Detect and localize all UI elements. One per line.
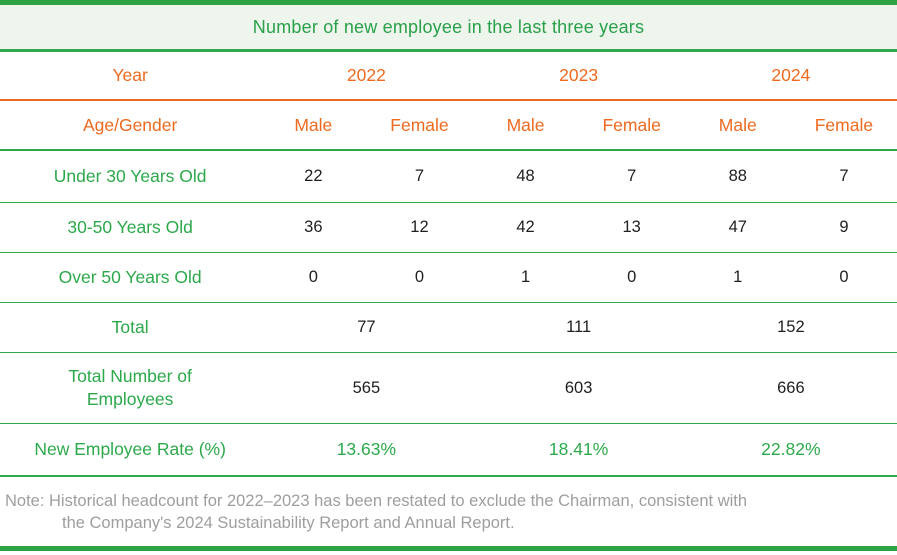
table-cell: 603 [472, 352, 685, 424]
table-cell: 0 [260, 252, 367, 303]
table-cell: 47 [684, 202, 791, 253]
table-cell: 36 [260, 202, 367, 253]
table-cell: 565 [260, 352, 473, 424]
year-header-row: Year 2022 2023 2024 [0, 52, 897, 101]
gender-header-female-2024: Female [790, 100, 897, 151]
table-cell: 7 [578, 150, 685, 203]
table-cell: 22.82% [684, 423, 897, 477]
table-cell: 111 [472, 302, 685, 353]
table-cell: 0 [578, 252, 685, 303]
footnote: Note: Historical headcount for 2022–2023… [0, 477, 897, 546]
gender-header-row: Age/Gender Male Female Male Female Male … [0, 100, 897, 151]
year-header-2022: 2022 [260, 52, 473, 101]
table-row-total: Total 77 111 152 [0, 302, 897, 353]
table-cell: 88 [684, 150, 791, 203]
table-row-over-50: Over 50 Years Old 0 0 1 0 1 0 [0, 252, 897, 303]
table-cell: 7 [366, 150, 473, 203]
title-bar: Number of new employee in the last three… [0, 5, 897, 52]
row-label: 30-50 Years Old [0, 202, 261, 253]
gender-header-male-2022: Male [260, 100, 367, 151]
table-cell: 1 [472, 252, 579, 303]
table-row-under-30: Under 30 Years Old 22 7 48 7 88 7 [0, 150, 897, 203]
table-cell: 48 [472, 150, 579, 203]
table-row-30-50: 30-50 Years Old 36 12 42 13 47 9 [0, 202, 897, 253]
table-cell: 0 [790, 252, 897, 303]
gender-header-female-2022: Female [366, 100, 473, 151]
year-header-2024: 2024 [684, 52, 897, 101]
table-cell: 1 [684, 252, 791, 303]
table-cell: 13.63% [260, 423, 473, 477]
gender-header-female-2023: Female [578, 100, 685, 151]
gender-header-male-2023: Male [472, 100, 579, 151]
table-cell: 77 [260, 302, 473, 353]
top-accent-bar [0, 0, 897, 5]
employee-table: Year 2022 2023 2024 Age/Gender Male Fema… [0, 52, 897, 477]
table-row-new-employee-rate: New Employee Rate (%) 13.63% 18.41% 22.8… [0, 423, 897, 477]
table-cell: 13 [578, 202, 685, 253]
table-cell: 42 [472, 202, 579, 253]
table-cell: 0 [366, 252, 473, 303]
row-label: Over 50 Years Old [0, 252, 261, 303]
row-label: New Employee Rate (%) [0, 423, 261, 477]
year-header-2023: 2023 [472, 52, 685, 101]
footnote-line-2: the Company's 2024 Sustainability Report… [62, 514, 515, 532]
gender-header-male-2024: Male [684, 100, 791, 151]
table-cell: 12 [366, 202, 473, 253]
table-cell: 152 [684, 302, 897, 353]
age-gender-header-label: Age/Gender [0, 100, 261, 151]
row-label: Under 30 Years Old [0, 150, 261, 203]
year-header-label: Year [0, 52, 261, 101]
table-cell: 666 [684, 352, 897, 424]
table-cell: 22 [260, 150, 367, 203]
table-cell: 9 [790, 202, 897, 253]
page-title: Number of new employee in the last three… [252, 16, 645, 37]
row-label: Total Number of Employees [0, 352, 261, 424]
row-label-text: Total Number of Employees [68, 366, 192, 409]
table-cell: 7 [790, 150, 897, 203]
footnote-line-1: Note: Historical headcount for 2022–2023… [5, 492, 748, 510]
table-row-total-employees: Total Number of Employees 565 603 666 [0, 352, 897, 424]
table-cell: 18.41% [472, 423, 685, 477]
bottom-accent-bar [0, 546, 897, 551]
row-label: Total [0, 302, 261, 353]
